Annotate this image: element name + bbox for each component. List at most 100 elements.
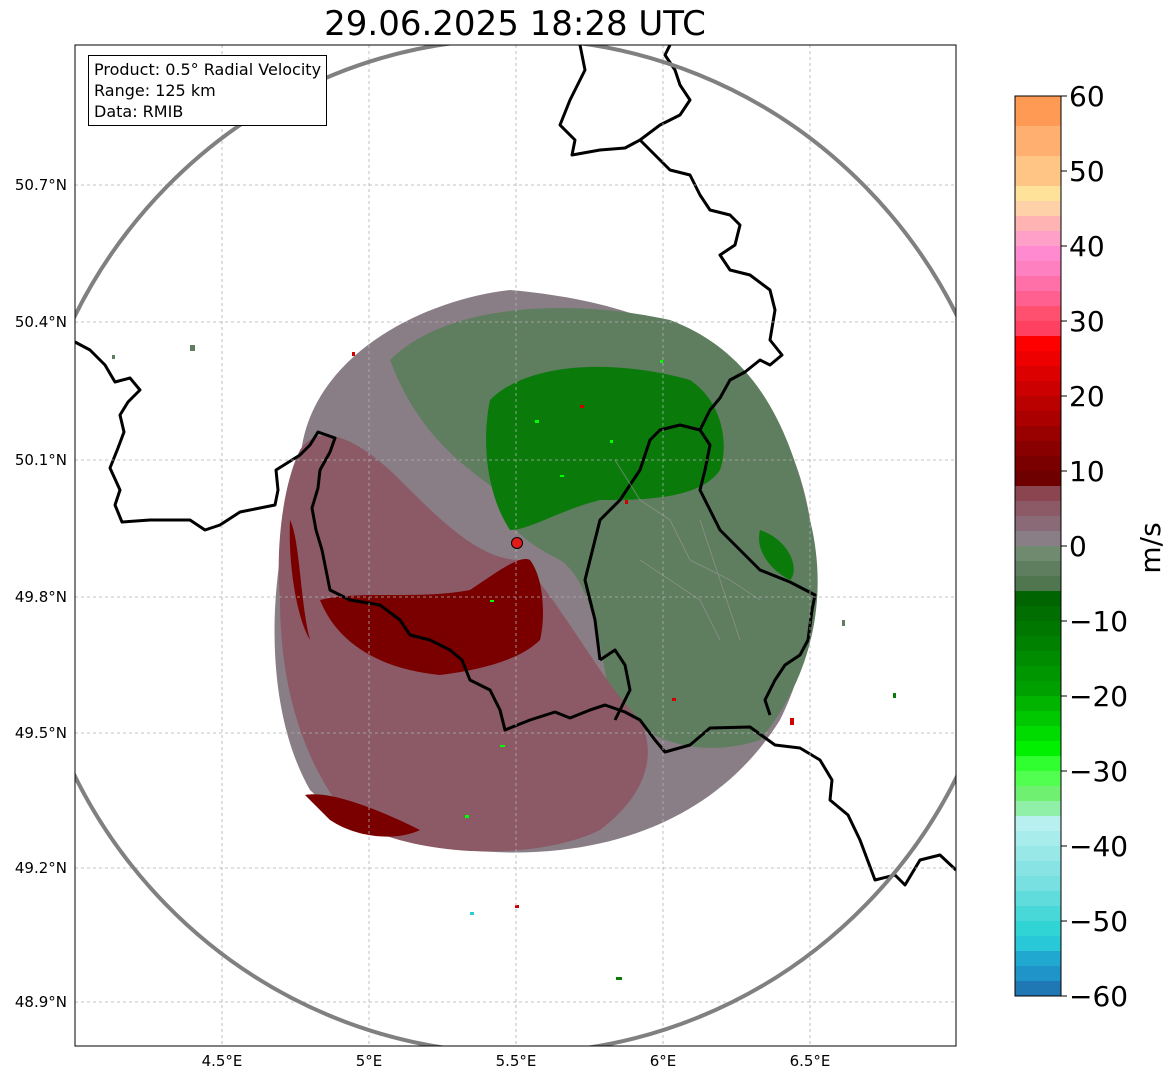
border-luxembourg: [583, 423, 817, 721]
colorbar-segment: [1015, 666, 1061, 682]
colorbar-segment: [1015, 246, 1061, 262]
colorbar-segment: [1015, 306, 1061, 322]
colorbar-segment: [1015, 861, 1061, 877]
colorbar-segment: [1015, 351, 1061, 367]
colorbar-segment: [1015, 411, 1061, 427]
echo-inbound-strong-region: [486, 366, 724, 530]
country-borders: [75, 45, 956, 887]
colorbar-segment: [1015, 651, 1061, 667]
colorbar-segment: [1015, 261, 1061, 277]
colorbar-segment: [1015, 756, 1061, 772]
colorbar-segment: [1015, 621, 1061, 637]
colorbar-segment: [1015, 426, 1061, 442]
colorbar-tick-label: −60: [1069, 980, 1128, 1013]
x-tick-label: 5.5°E: [496, 1052, 537, 1070]
grid-lines: [75, 45, 956, 1046]
colorbar-segment: [1015, 846, 1061, 862]
colorbar-segment: [1015, 201, 1061, 217]
velocity-echo-field: [112, 290, 896, 980]
colorbar-tick-label: 50: [1069, 155, 1105, 188]
colorbar-tick-label: 60: [1069, 80, 1105, 113]
range-label: Range: 125 km: [94, 81, 216, 100]
y-tick-label: 49.2°N: [15, 859, 67, 877]
colorbar-tick-label: 20: [1069, 380, 1105, 413]
colorbar-unit-label: m/s: [1134, 522, 1167, 573]
colorbar-segment: [1015, 696, 1061, 712]
x-tick-label: 6.5°E: [790, 1052, 831, 1070]
colorbar-segment: [1015, 681, 1061, 697]
colorbar-tick-label: −20: [1069, 680, 1128, 713]
colorbar-segment: [1015, 906, 1061, 922]
y-axis-ticks: 50.7°N 50.4°N 50.1°N 49.8°N 49.5°N 49.2°…: [15, 176, 67, 1011]
colorbar-tick-label: −40: [1069, 830, 1128, 863]
colorbar-segment: [1015, 831, 1061, 847]
colorbar-segment: [1015, 966, 1061, 982]
colorbar-segment: [1015, 936, 1061, 952]
product-label: Product: 0.5° Radial Velocity: [94, 60, 322, 79]
colorbar-tick-label: 40: [1069, 230, 1105, 263]
border-germany-belgium-north: [558, 45, 784, 431]
colorbar-segment: [1015, 216, 1061, 232]
colorbar-segment: [1015, 396, 1061, 412]
colorbar-segment: [1015, 981, 1061, 997]
colorbar-segment: [1015, 951, 1061, 967]
colorbar-segment: [1015, 501, 1061, 517]
colorbar-segment: [1015, 561, 1061, 577]
colorbar-segment: [1015, 741, 1061, 757]
colorbar-segment: [1015, 576, 1061, 592]
colorbar-segment: [1015, 546, 1061, 562]
y-tick-label: 50.4°N: [15, 313, 67, 331]
colorbar-segment: [1015, 876, 1061, 892]
colorbar: 60 50 40 30 20 10 0 −10 −20 −30 −40 −50 −60 m/s: [1014, 80, 1167, 1013]
colorbar-segment: [1015, 456, 1061, 472]
y-tick-label: 50.7°N: [15, 176, 67, 194]
colorbar-segment: [1015, 156, 1061, 187]
map-frame: [74, 44, 957, 1047]
colorbar-segment: [1015, 291, 1061, 307]
colorbar-ticks: 60 50 40 30 20 10 0 −10 −20 −30 −40 −50 −60: [1061, 80, 1128, 1013]
colorbar-segment: [1015, 96, 1061, 127]
y-tick-label: 49.5°N: [15, 724, 67, 742]
x-axis-ticks: 4.5°E 5°E 5.5°E 6°E 6.5°E: [202, 1052, 831, 1070]
map-title: 29.06.2025 18:28 UTC: [324, 4, 706, 44]
colorbar-segment: [1015, 726, 1061, 742]
colorbar-segment: [1015, 126, 1061, 157]
colorbar-segment: [1015, 711, 1061, 727]
colorbar-tick-label: 10: [1069, 455, 1105, 488]
map-area: [75, 45, 956, 1046]
x-tick-label: 6°E: [650, 1052, 677, 1070]
colorbar-segment: [1015, 471, 1061, 487]
colorbar-segment: [1015, 276, 1061, 292]
colorbar-segment: [1015, 921, 1061, 937]
colorbar-segment: [1015, 531, 1061, 547]
colorbar-segment: [1015, 321, 1061, 337]
y-tick-label: 50.1°N: [15, 451, 67, 469]
colorbar-segment: [1015, 231, 1061, 247]
x-tick-label: 5°E: [356, 1052, 383, 1070]
colorbar-tick-label: 30: [1069, 305, 1105, 338]
colorbar-segment: [1015, 801, 1061, 817]
colorbar-tick-label: −50: [1069, 905, 1128, 938]
colorbar-segment: [1015, 186, 1061, 202]
y-tick-label: 49.8°N: [15, 588, 67, 606]
colorbar-segment: [1015, 636, 1061, 652]
colorbar-tick-label: −30: [1069, 755, 1128, 788]
internal-admin-borders: [614, 459, 761, 641]
colorbar-tick-label: 0: [1069, 530, 1087, 563]
colorbar-segment: [1015, 891, 1061, 907]
colorbar-segment: [1015, 336, 1061, 352]
colorbar-segment: [1015, 771, 1061, 787]
colorbar-segment: [1015, 381, 1061, 397]
colorbar-segment: [1015, 441, 1061, 457]
y-tick-label: 48.9°N: [15, 993, 67, 1011]
colorbar-segment: [1015, 516, 1061, 532]
colorbar-gradient: [1015, 96, 1061, 997]
colorbar-segment: [1015, 591, 1061, 607]
colorbar-segment: [1015, 786, 1061, 802]
colorbar-tick-label: −10: [1069, 605, 1128, 638]
colorbar-segment: [1015, 606, 1061, 622]
border-belgium-luxembourg-france-west: [75, 340, 956, 887]
echo-outbound-strong-region: [320, 559, 543, 675]
colorbar-segment: [1015, 486, 1061, 502]
